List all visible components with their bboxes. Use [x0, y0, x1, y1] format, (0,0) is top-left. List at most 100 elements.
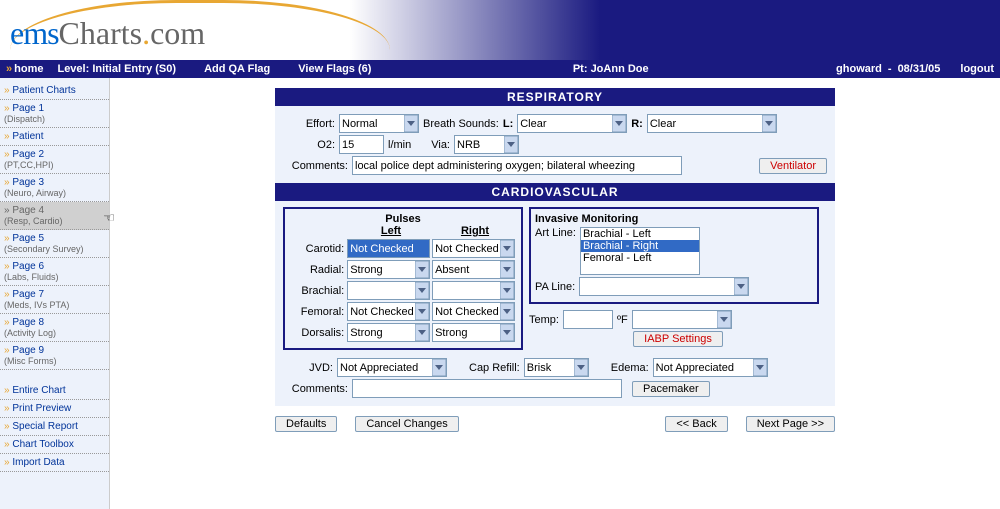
jvd-select[interactable]: Not Appreciated — [337, 358, 447, 377]
nav-bar: » home Level: Initial Entry (S0) Add QA … — [0, 60, 1000, 78]
pulse-carotid-left[interactable]: Not Checked — [347, 239, 430, 258]
sidebar-sub: (Dispatch) — [4, 114, 105, 124]
respiratory-body: Effort: Normal Breath Sounds: L: Clear R… — [275, 106, 835, 183]
sidebar-item-5[interactable]: » Page 4(Resp, Cardio)☜ — [0, 202, 109, 230]
pulse-dorsalis-right[interactable]: Strong — [432, 323, 515, 342]
pulse-row-dorsalis: Dorsalis:StrongStrong — [289, 323, 517, 342]
cardio-comments-input[interactable] — [352, 379, 622, 398]
sidebar-item-8[interactable]: » Page 7(Meds, IVs PTA) — [0, 286, 109, 314]
chevron-right-icon: » — [4, 317, 12, 328]
sidebar-item-11[interactable]: » Entire Chart — [0, 382, 109, 400]
sidebar-item-2[interactable]: » Patient — [0, 128, 109, 146]
artline-label: Art Line: — [535, 227, 576, 239]
artline-option-1[interactable]: Brachial - Right — [581, 240, 699, 252]
effort-select[interactable]: Normal — [339, 114, 419, 133]
iabp-button[interactable]: IABP Settings — [633, 331, 723, 347]
nav-user: ghoward — [836, 63, 882, 75]
edema-label: Edema: — [611, 362, 649, 374]
header-logo: emsCharts.com — [0, 0, 1000, 60]
via-label: Via: — [431, 139, 450, 151]
logo-text: emsCharts.com — [10, 15, 205, 52]
pulse-femoral-left[interactable]: Not Checked — [347, 302, 430, 321]
sidebar-item-13[interactable]: » Special Report — [0, 418, 109, 436]
sidebar-item-9[interactable]: » Page 8(Activity Log) — [0, 314, 109, 342]
breath-sounds-label: Breath Sounds: — [423, 118, 499, 130]
pulse-row-carotid: Carotid:Not CheckedNot Checked — [289, 239, 517, 258]
resp-comments-input[interactable] — [352, 156, 682, 175]
sidebar-item-12[interactable]: » Print Preview — [0, 400, 109, 418]
sidebar-sub: (Misc Forms) — [4, 356, 105, 366]
nav-date: 08/31/05 — [898, 63, 941, 75]
nav-level: Level: Initial Entry (S0) — [57, 63, 176, 75]
pulses-left-hdr: Left — [349, 225, 433, 237]
nav-view-flags[interactable]: View Flags (6) — [298, 63, 371, 75]
pulse-label-carotid: Carotid: — [289, 243, 347, 255]
ventilator-button[interactable]: Ventilator — [759, 158, 827, 174]
pulse-brachial-right[interactable] — [432, 281, 515, 300]
nav-sep: - — [888, 63, 892, 75]
pulse-label-radial: Radial: — [289, 264, 347, 276]
chevron-right-icon: » — [4, 457, 12, 468]
breath-l-label: L: — [503, 118, 513, 130]
pulse-dorsalis-left[interactable]: Strong — [347, 323, 430, 342]
sidebar-item-6[interactable]: » Page 5(Secondary Survey) — [0, 230, 109, 258]
paline-select[interactable] — [579, 277, 749, 296]
sidebar-item-0[interactable]: » Patient Charts — [0, 82, 109, 100]
sidebar-item-1[interactable]: » Page 1(Dispatch) — [0, 100, 109, 128]
resp-comments-label: Comments: — [283, 160, 348, 172]
paline-label: PA Line: — [535, 281, 575, 293]
caprefill-select[interactable]: Brisk — [524, 358, 589, 377]
pulse-row-femoral: Femoral:Not CheckedNot Checked — [289, 302, 517, 321]
nav-add-qa[interactable]: Add QA Flag — [204, 63, 270, 75]
pulse-radial-left[interactable]: Strong — [347, 260, 430, 279]
effort-label: Effort: — [283, 118, 335, 130]
pulse-brachial-left[interactable] — [347, 281, 430, 300]
o2-unit: l/min — [388, 139, 411, 151]
breath-r-select[interactable]: Clear — [647, 114, 777, 133]
sidebar-item-7[interactable]: » Page 6(Labs, Fluids) — [0, 258, 109, 286]
artline-listbox[interactable]: Brachial - LeftBrachial - RightFemoral -… — [580, 227, 700, 275]
cardio-header: CARDIOVASCULAR — [275, 183, 835, 201]
artline-option-2[interactable]: Femoral - Left — [581, 252, 699, 264]
cardio-body: Pulses Left Right Carotid:Not CheckedNot… — [275, 201, 835, 406]
pulse-femoral-right[interactable]: Not Checked — [432, 302, 515, 321]
sidebar-item-15[interactable]: » Import Data — [0, 454, 109, 472]
logo-dot-icon: . — [142, 15, 150, 51]
via-select[interactable]: NRB — [454, 135, 519, 154]
chevron-right-icon: » — [4, 439, 12, 450]
temp-unit: ºF — [617, 314, 628, 326]
artline-option-0[interactable]: Brachial - Left — [581, 228, 699, 240]
o2-input[interactable] — [339, 135, 384, 154]
next-button[interactable]: Next Page >> — [746, 416, 835, 432]
chevron-right-icon: » — [4, 103, 12, 114]
pulse-carotid-right[interactable]: Not Checked — [432, 239, 515, 258]
breath-l-select[interactable]: Clear — [517, 114, 627, 133]
edema-select[interactable]: Not Appreciated — [653, 358, 768, 377]
chevron-right-icon: » — [6, 63, 12, 75]
sidebar-item-10[interactable]: » Page 9(Misc Forms) — [0, 342, 109, 370]
cancel-button[interactable]: Cancel Changes — [355, 416, 458, 432]
sidebar-item-3[interactable]: » Page 2(PT,CC,HPI) — [0, 146, 109, 174]
pulse-label-dorsalis: Dorsalis: — [289, 327, 347, 339]
chevron-right-icon: » — [4, 403, 12, 414]
logo-ems: ems — [10, 15, 59, 51]
pulse-label-brachial: Brachial: — [289, 285, 347, 297]
pacemaker-button[interactable]: Pacemaker — [632, 381, 710, 397]
pulses-title: Pulses — [289, 213, 517, 225]
defaults-button[interactable]: Defaults — [275, 416, 337, 432]
temp-method-select[interactable] — [632, 310, 732, 329]
footer-buttons: Defaults Cancel Changes << Back Next Pag… — [275, 416, 835, 432]
chevron-right-icon: » — [4, 385, 12, 396]
temp-input[interactable] — [563, 310, 613, 329]
nav-home[interactable]: home — [14, 63, 43, 75]
pulse-radial-right[interactable]: Absent — [432, 260, 515, 279]
back-button[interactable]: << Back — [665, 416, 727, 432]
sidebar-item-4[interactable]: » Page 3(Neuro, Airway) — [0, 174, 109, 202]
sidebar-item-14[interactable]: » Chart Toolbox — [0, 436, 109, 454]
chevron-right-icon: » — [4, 233, 12, 244]
nav-logout[interactable]: logout — [960, 63, 994, 75]
caprefill-label: Cap Refill: — [469, 362, 520, 374]
chevron-right-icon: » — [4, 345, 12, 356]
chevron-right-icon: » — [4, 149, 12, 160]
chevron-right-icon: » — [4, 421, 12, 432]
